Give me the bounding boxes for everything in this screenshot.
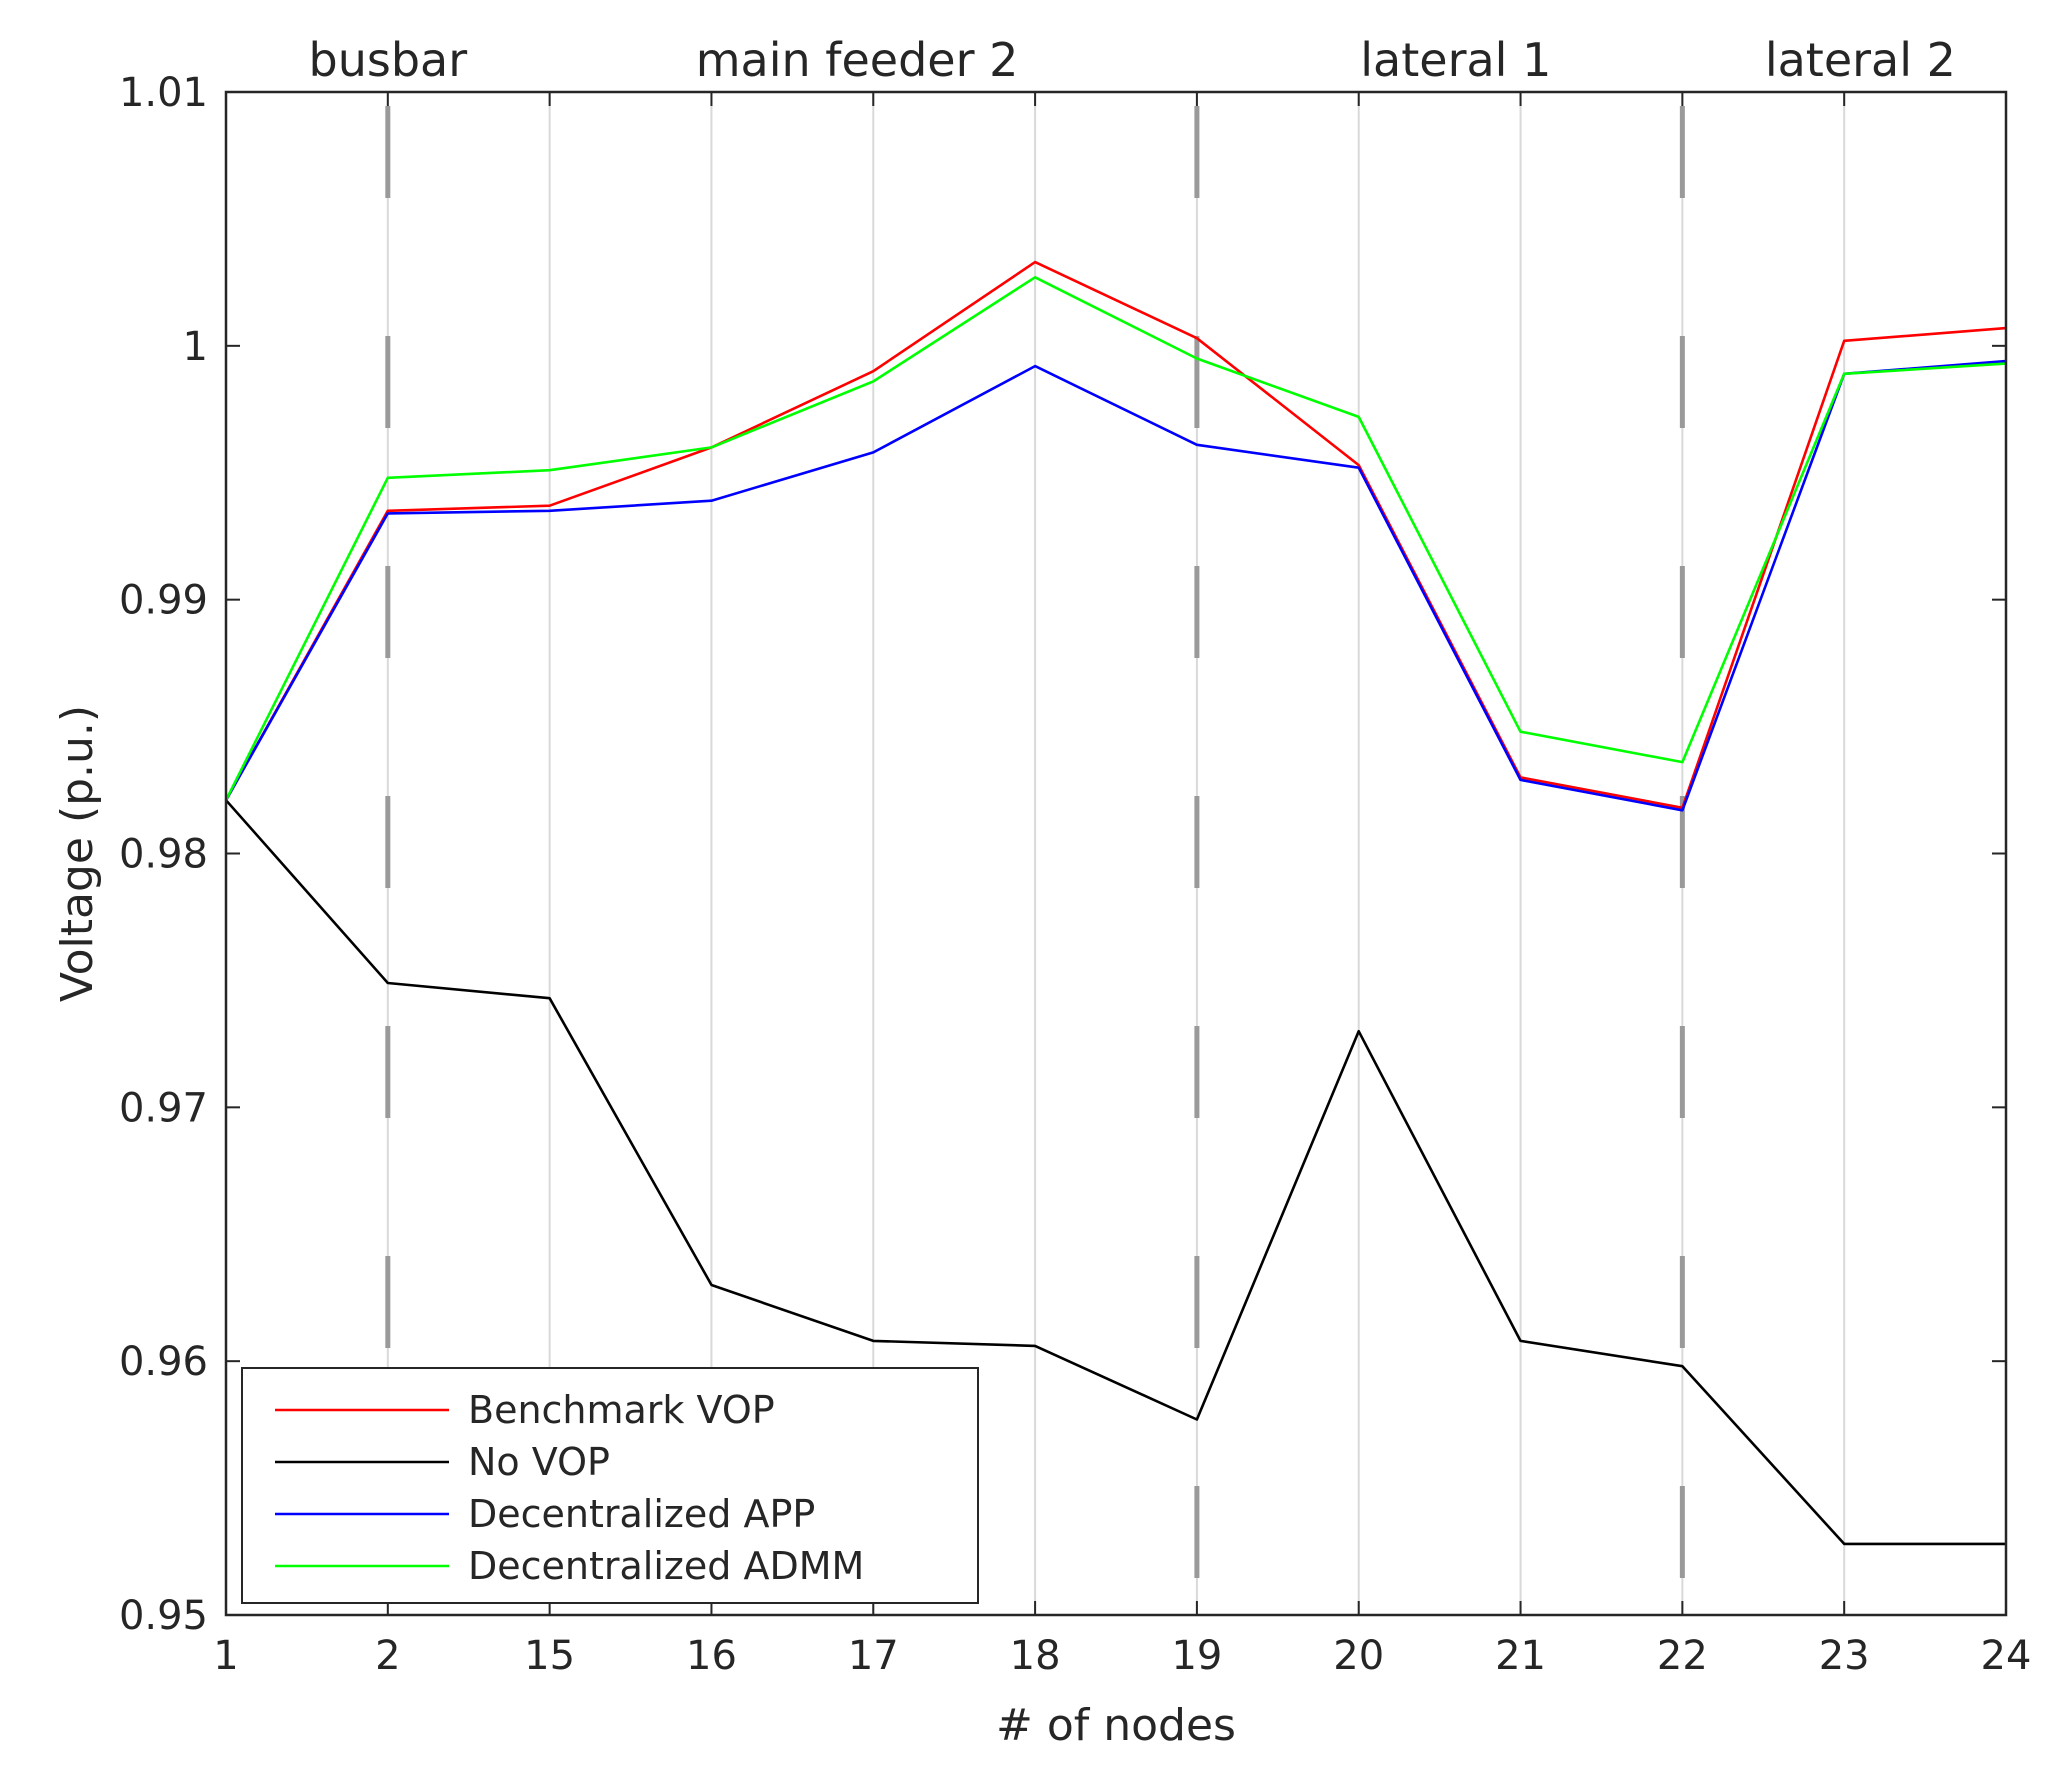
x-tick-label: 18 — [1010, 1633, 1061, 1679]
x-tick-label: 15 — [524, 1633, 575, 1679]
x-tick-label: 17 — [848, 1633, 899, 1679]
legend-label: Decentralized ADMM — [468, 1544, 864, 1588]
x-tick-label: 2 — [375, 1633, 400, 1679]
tick-layer: 1 2 15 16 17 18 19 20 21 22 23 24 0.95 0.96 0.97 0.98 0.… — [119, 70, 2032, 1679]
region-label-layer: busbar main feeder 2 lateral 1 lateral 2 — [309, 33, 1956, 87]
legend-box — [241, 1367, 979, 1604]
x-tick-label: 21 — [1495, 1633, 1546, 1679]
legend-label: Benchmark VOP — [468, 1388, 775, 1432]
x-tick-label: 24 — [1981, 1633, 2032, 1679]
x-tick-label: 16 — [686, 1633, 737, 1679]
x-tick-label: 20 — [1333, 1633, 1384, 1679]
series-layer — [224, 260, 2007, 1546]
y-tick-label: 0.95 — [119, 1593, 208, 1639]
series-line-decentralized-admm — [224, 275, 2007, 801]
region-divider-layer — [385, 92, 1685, 1615]
y-tick-label: 0.97 — [119, 1085, 208, 1131]
y-axis-label: Voltage (p.u.) — [52, 705, 103, 1002]
x-axis-label: # of nodes — [996, 1700, 1236, 1751]
x-tick-label: 19 — [1171, 1633, 1222, 1679]
series-line-decentralized-app — [224, 359, 2007, 812]
legend-label: Decentralized APP — [468, 1492, 815, 1536]
region-label: main feeder 2 — [696, 33, 1019, 87]
region-label: lateral 1 — [1360, 33, 1551, 87]
y-tick-label: 0.96 — [119, 1339, 208, 1385]
region-label: lateral 2 — [1765, 33, 1956, 87]
y-tick-label: 0.99 — [119, 578, 208, 624]
x-tick-label: 23 — [1819, 1633, 1870, 1679]
series-line-no-vop — [225, 799, 2006, 1546]
legend-label: No VOP — [468, 1440, 610, 1484]
series-line-benchmark-vop — [224, 260, 2007, 810]
legend: Benchmark VOP No VOP Decentralized APP Dece… — [241, 1367, 979, 1604]
region-label: busbar — [309, 33, 468, 87]
y-tick-label: 0.98 — [119, 832, 208, 878]
x-tick-label: 22 — [1657, 1633, 1708, 1679]
y-tick-label: 1.01 — [119, 70, 208, 116]
y-tick-label: 1 — [183, 324, 208, 370]
x-tick-label: 1 — [213, 1633, 238, 1679]
